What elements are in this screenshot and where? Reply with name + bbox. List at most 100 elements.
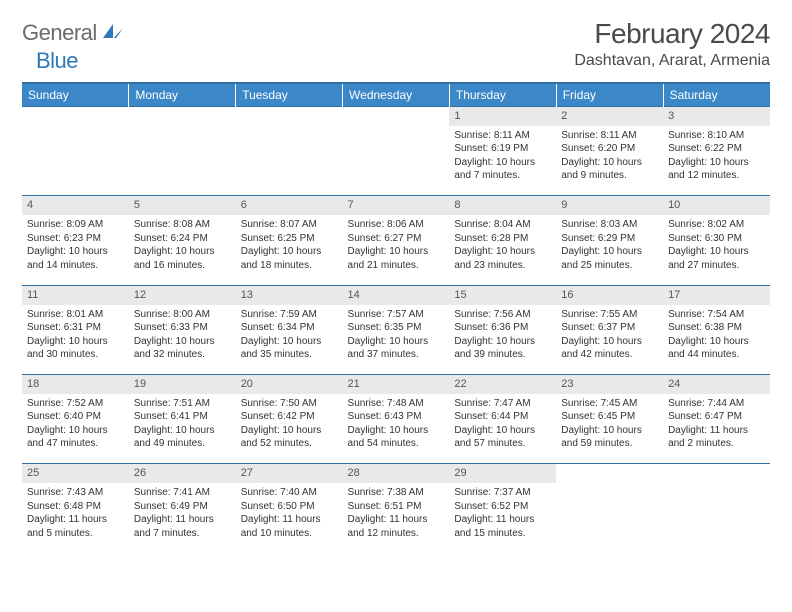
sunrise-text: Sunrise: 7:38 AM <box>348 486 445 500</box>
sunrise-text: Sunrise: 8:11 AM <box>454 129 551 143</box>
sunset-text: Sunset: 6:48 PM <box>27 500 124 514</box>
daylight-text: Daylight: 11 hours and 5 minutes. <box>27 513 124 540</box>
day-number-cell: 27 <box>236 464 343 483</box>
daylight-text: Daylight: 10 hours and 44 minutes. <box>668 335 765 362</box>
daylight-text: Daylight: 11 hours and 12 minutes. <box>348 513 445 540</box>
daylight-text: Daylight: 10 hours and 14 minutes. <box>27 245 124 272</box>
day-number-row: 123 <box>22 107 770 126</box>
daylight-text: Daylight: 10 hours and 9 minutes. <box>561 156 658 183</box>
day-number-cell <box>22 107 129 126</box>
day-number-cell: 17 <box>663 285 770 304</box>
day-number-cell: 4 <box>22 196 129 215</box>
day-info-cell: Sunrise: 8:08 AMSunset: 6:24 PMDaylight:… <box>129 215 236 285</box>
sunset-text: Sunset: 6:50 PM <box>241 500 338 514</box>
weekday-header: Monday <box>129 83 236 107</box>
day-number-cell: 25 <box>22 464 129 483</box>
sunrise-text: Sunrise: 7:56 AM <box>454 308 551 322</box>
day-info-row: Sunrise: 8:09 AMSunset: 6:23 PMDaylight:… <box>22 215 770 285</box>
day-info-cell: Sunrise: 8:11 AMSunset: 6:20 PMDaylight:… <box>556 126 663 196</box>
daylight-text: Daylight: 10 hours and 25 minutes. <box>561 245 658 272</box>
sunset-text: Sunset: 6:24 PM <box>134 232 231 246</box>
day-info-cell <box>556 483 663 553</box>
day-info-cell: Sunrise: 8:02 AMSunset: 6:30 PMDaylight:… <box>663 215 770 285</box>
daylight-text: Daylight: 10 hours and 54 minutes. <box>348 424 445 451</box>
sunset-text: Sunset: 6:36 PM <box>454 321 551 335</box>
daylight-text: Daylight: 10 hours and 30 minutes. <box>27 335 124 362</box>
sunset-text: Sunset: 6:23 PM <box>27 232 124 246</box>
month-title: February 2024 <box>574 18 770 50</box>
daylight-text: Daylight: 11 hours and 2 minutes. <box>668 424 765 451</box>
daylight-text: Daylight: 10 hours and 37 minutes. <box>348 335 445 362</box>
daylight-text: Daylight: 10 hours and 21 minutes. <box>348 245 445 272</box>
day-info-row: Sunrise: 8:11 AMSunset: 6:19 PMDaylight:… <box>22 126 770 196</box>
day-info-cell <box>663 483 770 553</box>
title-block: February 2024 Dashtavan, Ararat, Armenia <box>574 18 770 70</box>
day-info-cell <box>236 126 343 196</box>
sunrise-text: Sunrise: 8:06 AM <box>348 218 445 232</box>
sunrise-text: Sunrise: 7:45 AM <box>561 397 658 411</box>
day-number-cell <box>556 464 663 483</box>
day-info-cell: Sunrise: 7:45 AMSunset: 6:45 PMDaylight:… <box>556 394 663 464</box>
sunset-text: Sunset: 6:51 PM <box>348 500 445 514</box>
day-number-cell: 9 <box>556 196 663 215</box>
day-number-cell: 3 <box>663 107 770 126</box>
day-number-cell: 12 <box>129 285 236 304</box>
day-info-cell: Sunrise: 7:57 AMSunset: 6:35 PMDaylight:… <box>343 305 450 375</box>
sunrise-text: Sunrise: 7:40 AM <box>241 486 338 500</box>
day-number-cell <box>343 107 450 126</box>
day-number-row: 45678910 <box>22 196 770 215</box>
daylight-text: Daylight: 10 hours and 47 minutes. <box>27 424 124 451</box>
daylight-text: Daylight: 10 hours and 7 minutes. <box>454 156 551 183</box>
calendar-page: General February 2024 Dashtavan, Ararat,… <box>0 0 792 563</box>
sunrise-text: Sunrise: 7:52 AM <box>27 397 124 411</box>
day-info-cell <box>22 126 129 196</box>
sunset-text: Sunset: 6:19 PM <box>454 142 551 156</box>
day-number-cell <box>236 107 343 126</box>
day-info-cell: Sunrise: 7:52 AMSunset: 6:40 PMDaylight:… <box>22 394 129 464</box>
sunrise-text: Sunrise: 7:37 AM <box>454 486 551 500</box>
brand-logo: General <box>22 18 127 46</box>
weekday-header: Tuesday <box>236 83 343 107</box>
weekday-header: Wednesday <box>343 83 450 107</box>
daylight-text: Daylight: 10 hours and 27 minutes. <box>668 245 765 272</box>
day-number-cell: 29 <box>449 464 556 483</box>
sunrise-text: Sunrise: 7:44 AM <box>668 397 765 411</box>
brand-text-blue: Blue <box>36 48 78 73</box>
day-number-cell: 20 <box>236 375 343 394</box>
day-info-cell: Sunrise: 7:47 AMSunset: 6:44 PMDaylight:… <box>449 394 556 464</box>
sunrise-text: Sunrise: 7:57 AM <box>348 308 445 322</box>
day-info-cell: Sunrise: 7:44 AMSunset: 6:47 PMDaylight:… <box>663 394 770 464</box>
day-info-cell: Sunrise: 7:41 AMSunset: 6:49 PMDaylight:… <box>129 483 236 553</box>
day-number-cell: 19 <box>129 375 236 394</box>
sunset-text: Sunset: 6:49 PM <box>134 500 231 514</box>
daylight-text: Daylight: 10 hours and 18 minutes. <box>241 245 338 272</box>
sunset-text: Sunset: 6:41 PM <box>134 410 231 424</box>
day-number-cell: 2 <box>556 107 663 126</box>
sunrise-text: Sunrise: 8:11 AM <box>561 129 658 143</box>
day-number-cell <box>129 107 236 126</box>
weekday-header: Sunday <box>22 83 129 107</box>
day-info-cell: Sunrise: 7:48 AMSunset: 6:43 PMDaylight:… <box>343 394 450 464</box>
sunset-text: Sunset: 6:34 PM <box>241 321 338 335</box>
day-info-cell: Sunrise: 8:11 AMSunset: 6:19 PMDaylight:… <box>449 126 556 196</box>
sunset-text: Sunset: 6:20 PM <box>561 142 658 156</box>
daylight-text: Daylight: 10 hours and 42 minutes. <box>561 335 658 362</box>
sunrise-text: Sunrise: 7:48 AM <box>348 397 445 411</box>
daylight-text: Daylight: 10 hours and 32 minutes. <box>134 335 231 362</box>
sunset-text: Sunset: 6:38 PM <box>668 321 765 335</box>
sunrise-text: Sunrise: 8:09 AM <box>27 218 124 232</box>
day-number-cell: 13 <box>236 285 343 304</box>
day-number-cell: 16 <box>556 285 663 304</box>
weekday-header-row: Sunday Monday Tuesday Wednesday Thursday… <box>22 83 770 107</box>
day-info-row: Sunrise: 7:52 AMSunset: 6:40 PMDaylight:… <box>22 394 770 464</box>
sunrise-text: Sunrise: 8:01 AM <box>27 308 124 322</box>
day-number-cell: 23 <box>556 375 663 394</box>
day-number-cell: 1 <box>449 107 556 126</box>
day-info-cell: Sunrise: 7:40 AMSunset: 6:50 PMDaylight:… <box>236 483 343 553</box>
day-info-cell: Sunrise: 7:43 AMSunset: 6:48 PMDaylight:… <box>22 483 129 553</box>
sunrise-text: Sunrise: 8:00 AM <box>134 308 231 322</box>
sunrise-text: Sunrise: 8:08 AM <box>134 218 231 232</box>
sunset-text: Sunset: 6:33 PM <box>134 321 231 335</box>
daylight-text: Daylight: 10 hours and 39 minutes. <box>454 335 551 362</box>
daylight-text: Daylight: 10 hours and 12 minutes. <box>668 156 765 183</box>
